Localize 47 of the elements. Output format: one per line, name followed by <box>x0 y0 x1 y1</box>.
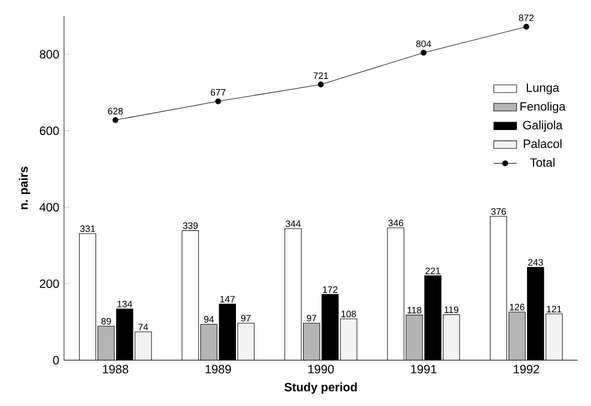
x-tick-label: 1988 <box>102 365 128 374</box>
point <box>523 24 530 30</box>
data-label: 172 <box>323 286 338 294</box>
data-label: 89 <box>101 318 111 325</box>
legend-label: Fenoliga <box>520 102 566 114</box>
data-label: 126 <box>510 304 524 311</box>
data-label: 97 <box>241 315 251 322</box>
data-label: 94 <box>204 316 214 323</box>
y-tick-label: 800 <box>40 50 59 59</box>
data-label: 376 <box>491 208 506 216</box>
point <box>215 98 222 104</box>
data-label: 721 <box>314 72 328 80</box>
data-label: 97 <box>306 315 316 322</box>
x-tick-label: 1989 <box>206 365 231 374</box>
legend-label: Total <box>530 158 554 167</box>
data-label: 243 <box>528 259 543 266</box>
y-tick-label: 400 <box>40 203 59 212</box>
data-label: 331 <box>80 226 95 232</box>
point <box>318 82 324 88</box>
data-label: 134 <box>118 300 132 308</box>
data-label: 108 <box>342 310 356 318</box>
data-label: 339 <box>182 222 198 230</box>
data-label: 74 <box>138 324 148 331</box>
y-tick-label: 600 <box>40 126 59 136</box>
y-tick-label: 0 <box>53 356 59 365</box>
data-label: 677 <box>210 89 226 96</box>
x-axis-title: Study period <box>284 382 357 394</box>
data-label: 119 <box>444 306 458 314</box>
y-tick-label: 200 <box>40 280 59 288</box>
x-tick-label: 1991 <box>411 365 436 374</box>
y-axis-title: n. pairs <box>18 166 30 210</box>
data-label: 118 <box>408 307 422 314</box>
data-label: 628 <box>108 108 123 115</box>
data-label: 344 <box>286 220 301 228</box>
point <box>420 50 427 56</box>
data-label: 121 <box>546 306 562 313</box>
x-tick-label: 1990 <box>308 365 334 374</box>
data-label: 221 <box>425 268 440 274</box>
x-tick-label: 1992 <box>514 365 540 374</box>
data-label: 804 <box>416 40 432 48</box>
data-label: 147 <box>220 296 235 303</box>
point <box>112 117 118 124</box>
data-label: 872 <box>518 14 534 22</box>
data-label: 346 <box>388 220 404 226</box>
legend-label: Lunga <box>526 84 560 95</box>
legend-label: Galijola <box>523 120 563 132</box>
legend-label: Palacol <box>524 139 562 148</box>
